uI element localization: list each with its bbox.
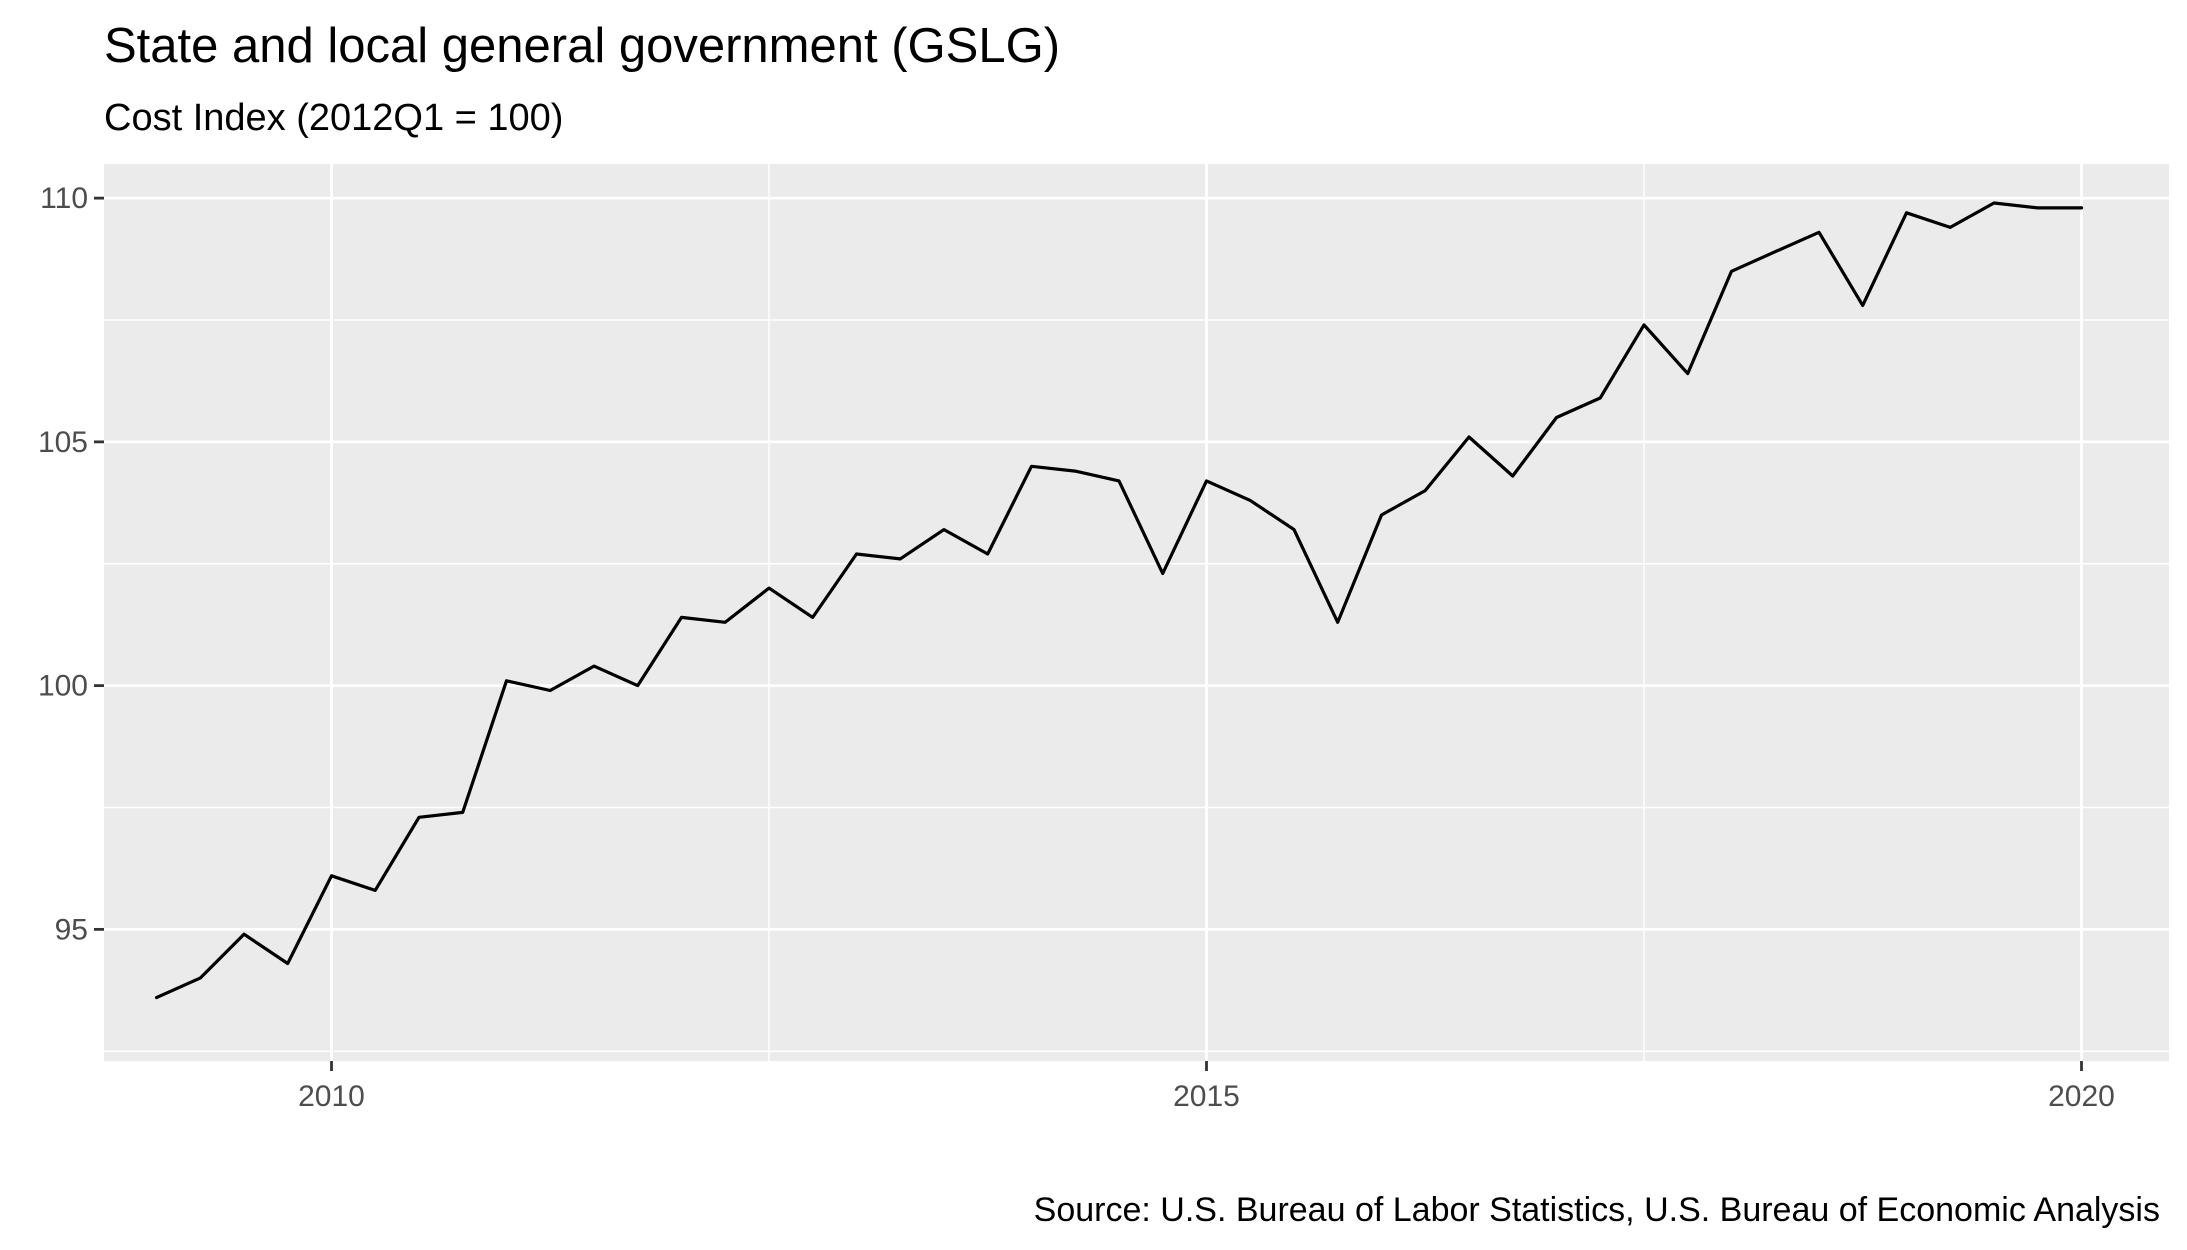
y-tick-label: 100 [38,670,88,703]
x-tick-label: 2015 [1173,1080,1240,1113]
axes: 2010 2015 2020 95 100 105 110 [38,182,2115,1113]
series-line [154,201,2084,1000]
chart-title: State and local general government (GSLG… [104,19,1060,73]
y-tick-label: 110 [40,182,88,215]
major-gridlines [104,164,2169,1061]
x-tick-label: 2020 [2048,1080,2115,1113]
y-tick-label: 95 [55,913,88,946]
minor-gridlines [104,164,2169,1061]
chart-caption: Source: U.S. Bureau of Labor Statistics,… [1034,1191,2160,1229]
series-layer [154,201,2084,1000]
plot-panel [104,164,2169,1061]
chart-subtitle: Cost Index (2012Q1 = 100) [104,97,563,139]
y-tick-label: 105 [38,426,88,459]
x-tick-label: 2010 [298,1080,365,1113]
